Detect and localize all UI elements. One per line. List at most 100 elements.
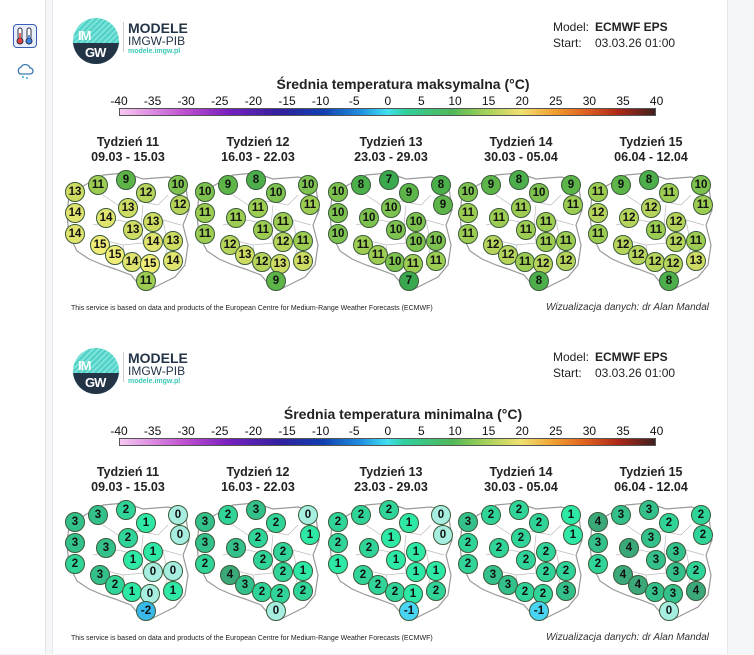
station-value: 14 [65, 203, 85, 223]
station-value: 11 [458, 203, 478, 223]
station-value: 11 [646, 220, 666, 240]
station-value: 11 [556, 231, 576, 251]
station-value: 1 [406, 542, 426, 562]
station-value: 11 [536, 232, 556, 252]
station-value: 8 [431, 175, 451, 195]
station-value: 12 [136, 183, 156, 203]
station-value: 10 [381, 198, 401, 218]
station-value: 3 [88, 505, 108, 525]
colorbar-tick-label: -10 [311, 94, 330, 108]
station-value: 3 [666, 542, 686, 562]
station-value: 0 [266, 601, 286, 621]
station-value: 2 [379, 500, 399, 520]
station-value: -2 [136, 601, 156, 621]
station-value: 3 [641, 528, 661, 548]
brand-name: MODELE [128, 350, 188, 366]
week-name: Tydzień 14 [489, 465, 553, 479]
station-value: 2 [248, 528, 268, 548]
colorbar-tick-label: 30 [582, 94, 597, 108]
station-value: -1 [529, 601, 549, 621]
model-info: Model: ECMWF EPS [553, 20, 668, 34]
station-value: 2 [693, 525, 713, 545]
station-value: 11 [489, 208, 509, 228]
station-value: 11 [659, 183, 679, 203]
week-dates: 23.03 - 29.03 [354, 480, 428, 494]
station-value: 10 [298, 175, 318, 195]
station-value: 2 [458, 533, 478, 553]
colorbar-tick-label: 15 [481, 424, 496, 438]
station-value: 11 [426, 251, 446, 271]
station-value: 11 [588, 224, 608, 244]
station-value: 10 [328, 224, 348, 244]
scrollbar-track[interactable] [736, 0, 754, 654]
station-value: 8 [246, 170, 266, 190]
station-value: 13 [293, 251, 313, 271]
station-value: 4 [588, 512, 608, 532]
colorbar-tick-label: 5 [418, 424, 425, 438]
station-value: 8 [351, 175, 371, 195]
station-value: 13 [143, 212, 163, 232]
colorbar-ticks: -40 -35 -30 -25 -20 -15 -10 -5 0 5 10 15 20 25 30 35 40 [110, 424, 673, 438]
start-label: Start: [553, 36, 582, 50]
station-value: 11 [536, 212, 556, 232]
week-header: Tydzień 11 09.03 - 15.03 [63, 465, 193, 495]
station-value: 12 [645, 252, 665, 272]
colorbar-tick-label: -30 [177, 94, 195, 108]
station-value: 10 [266, 183, 286, 203]
station-value: 10 [529, 183, 549, 203]
colorbar-tick-label: 40 [649, 424, 664, 438]
station-value: 1 [386, 550, 406, 570]
station-value: 3 [646, 550, 666, 570]
station-value: 7 [399, 271, 419, 291]
brand-sub: IMGW-PIB [128, 34, 186, 48]
station-value: 10 [328, 182, 348, 202]
station-value: 11 [226, 208, 246, 228]
station-value: 2 [328, 512, 348, 532]
station-value: 2 [458, 554, 478, 574]
station-value: 3 [588, 533, 608, 553]
station-value: 2 [481, 505, 501, 525]
station-value: 13 [118, 198, 138, 218]
colorbar-ticks: -40 -35 -30 -25 -20 -15 -10 -5 0 5 10 15 20 25 30 35 40 [110, 94, 673, 108]
station-value: 2 [515, 582, 535, 602]
station-value: 11 [136, 271, 156, 291]
chart-title: Średnia temperatura maksymalna (°C) [276, 76, 530, 92]
station-value: 11 [273, 212, 293, 232]
brand-name: MODELE [128, 20, 188, 36]
logo-band [73, 43, 119, 64]
station-value: 14 [96, 208, 116, 228]
sidebar-item-precipitation[interactable] [13, 60, 37, 84]
station-value: 11 [516, 220, 536, 240]
station-value: 2 [195, 554, 215, 574]
colorbar-tick-label: 35 [616, 424, 630, 438]
week-name: Tydzień 15 [619, 135, 683, 149]
cloud-snow-icon [17, 63, 34, 79]
station-value: 2 [686, 561, 706, 581]
station-value: 1 [328, 554, 348, 574]
station-value: 10 [426, 231, 446, 251]
colorbar-tick-label: 35 [616, 94, 630, 108]
station-value: 3 [65, 512, 85, 532]
colorbar-tick-label: 10 [448, 424, 462, 438]
station-value: 12 [170, 195, 190, 215]
colorbar-tick-label: 25 [549, 94, 563, 108]
station-value: 10 [691, 175, 711, 195]
station-value: 11 [195, 224, 215, 244]
station-value: 9 [399, 183, 419, 203]
station-value: 7 [379, 170, 399, 190]
station-value: 11 [686, 231, 706, 251]
logo-divider [123, 22, 124, 52]
week-header: Tydzień 13 23.03 - 29.03 [326, 135, 456, 165]
sidebar-item-temperature[interactable] [13, 24, 37, 48]
week-name: Tydzień 14 [489, 135, 553, 149]
colorbar-tick-label: 20 [515, 94, 529, 108]
imgw-logo: IM GW [73, 18, 119, 64]
station-value: 2 [359, 538, 379, 558]
colorbar-tick-label: -40 [110, 94, 128, 108]
colorbar-tick-label: 30 [582, 424, 597, 438]
author-credit: Wizualizacja danych: dr Alan Mandal [546, 302, 709, 313]
station-value: 9 [481, 175, 501, 195]
station-value: 11 [293, 231, 313, 251]
station-value: 11 [253, 220, 273, 240]
